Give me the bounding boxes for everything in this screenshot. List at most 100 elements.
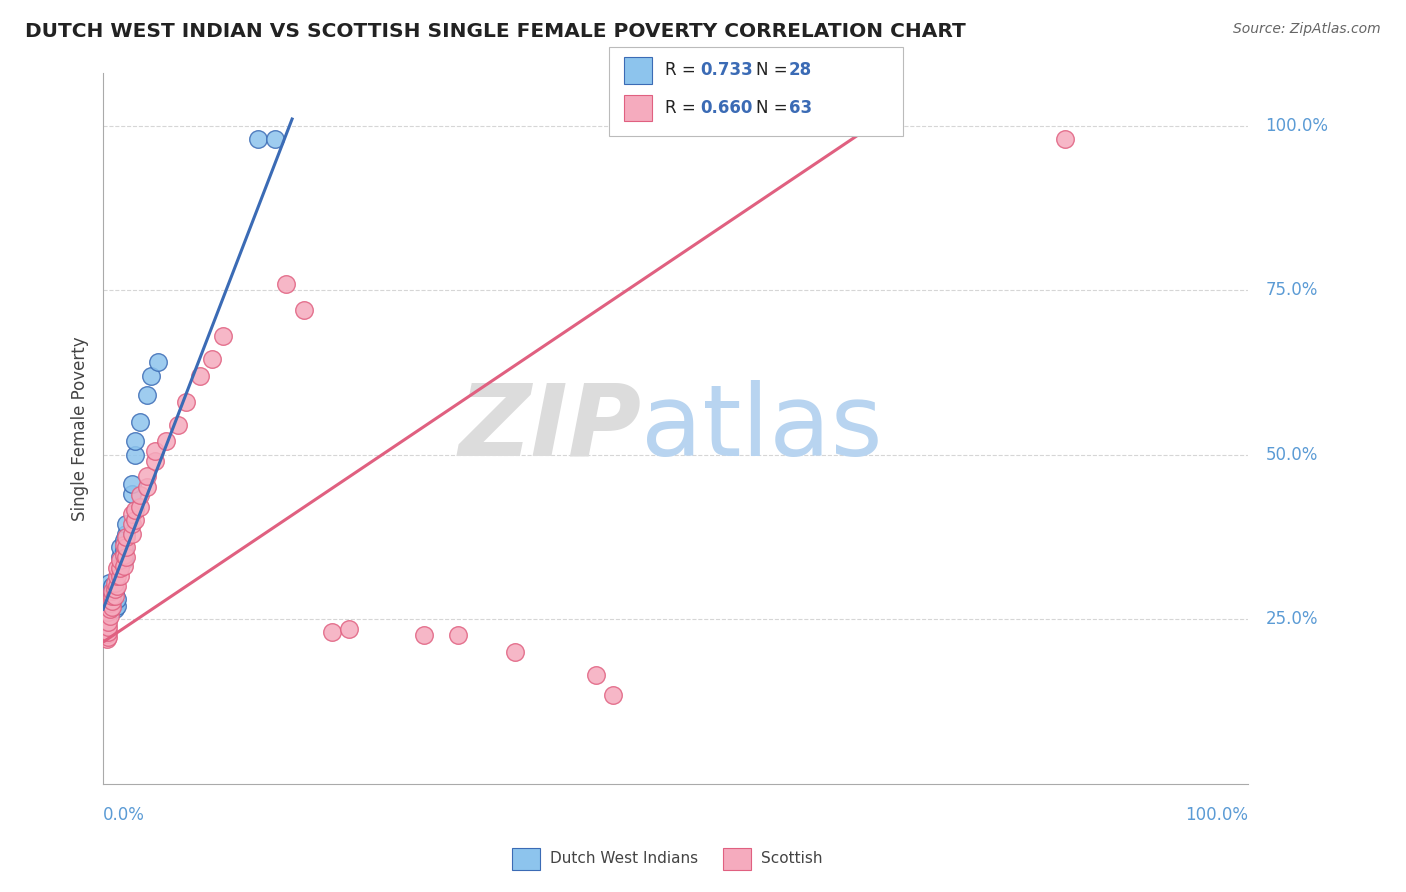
Point [101,596,124,610]
Point [101,585,124,599]
Point [146,355,169,369]
Point [201,352,224,367]
Point [602,688,624,702]
Text: 28: 28 [789,62,811,79]
Text: 0.733: 0.733 [700,62,754,79]
Point [101,589,124,603]
Point [124,513,146,527]
Text: 0.660: 0.660 [700,99,752,117]
Point [101,584,124,599]
Point [96,626,118,640]
Point [110,553,132,567]
Point [105,599,128,613]
Point [96,632,118,646]
Point [112,553,135,567]
Point [112,548,135,562]
Point [121,477,143,491]
Point [135,468,157,483]
Text: 100.0%: 100.0% [1185,806,1249,824]
Point [110,569,132,583]
Point [115,516,138,531]
Point [246,132,269,146]
Text: 100.0%: 100.0% [1265,117,1329,135]
Point [447,628,470,642]
Point [97,606,120,620]
Point [101,600,124,615]
Text: DUTCH WEST INDIAN VS SCOTTISH SINGLE FEMALE POVERTY CORRELATION CHART: DUTCH WEST INDIAN VS SCOTTISH SINGLE FEM… [25,22,966,41]
Point [103,602,125,616]
Point [97,620,120,634]
Point [135,388,157,402]
Text: Scottish: Scottish [761,851,823,865]
Point [321,625,343,640]
Point [103,585,125,599]
Text: Source: ZipAtlas.com: Source: ZipAtlas.com [1233,22,1381,37]
Point [98,602,121,616]
Point [190,368,212,383]
Text: 50.0%: 50.0% [1265,446,1317,464]
Point [97,615,120,629]
Point [97,625,120,640]
Point [124,503,146,517]
Point [337,622,360,636]
Point [105,560,128,574]
Point [96,615,118,629]
Point [121,507,143,521]
Point [103,589,125,603]
Point [105,569,128,583]
Text: R =: R = [665,62,702,79]
Point [98,608,121,623]
Point [96,607,118,621]
Point [121,526,143,541]
Point [124,448,146,462]
Text: 63: 63 [789,99,811,117]
Point [264,132,287,146]
Point [166,417,188,432]
Point [97,575,120,590]
Point [96,603,118,617]
Point [110,549,132,564]
Point [412,628,434,642]
Text: Dutch West Indians: Dutch West Indians [550,851,697,865]
Point [96,622,118,636]
Point [135,480,157,494]
Point [96,611,118,625]
Y-axis label: Single Female Poverty: Single Female Poverty [72,336,89,521]
Point [97,600,120,615]
Point [112,559,135,574]
Point [115,540,138,554]
Point [121,516,143,531]
Point [101,579,124,593]
Point [110,540,132,554]
Point [585,668,607,682]
Point [103,596,125,610]
Text: N =: N = [756,62,793,79]
Point [128,415,150,429]
Point [105,579,128,593]
Point [103,582,125,597]
Point [174,395,197,409]
Text: R =: R = [665,99,702,117]
Text: ZIP: ZIP [458,380,641,476]
Point [141,368,163,383]
Point [128,488,150,502]
Point [505,645,527,659]
Text: 0.0%: 0.0% [103,806,145,824]
Point [110,560,132,574]
Point [212,329,235,343]
Point [143,454,166,468]
Point [105,592,128,607]
Point [115,549,138,564]
Point [112,533,135,547]
Point [115,530,138,544]
Point [97,582,120,597]
Point [97,589,120,603]
Point [98,596,121,610]
Point [112,543,135,558]
Point [121,487,143,501]
Point [1054,132,1077,146]
Text: 25.0%: 25.0% [1265,610,1317,628]
Text: 75.0%: 75.0% [1265,281,1317,299]
Point [155,434,177,449]
Point [101,593,124,607]
